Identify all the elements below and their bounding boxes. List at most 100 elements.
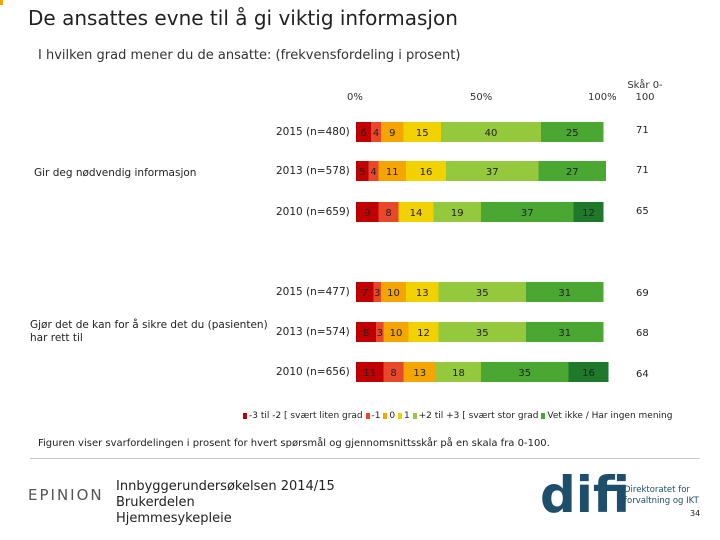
difi-sub-line: Direktoratet for — [624, 485, 690, 495]
bar-value-label: 25 — [566, 128, 579, 139]
bar-value-label: 8 — [385, 208, 391, 219]
bar-segment — [368, 161, 379, 181]
bar-segment — [356, 362, 384, 382]
bar-value-label: 10 — [390, 328, 403, 339]
bar-segment — [381, 282, 406, 302]
legend-label: Vet ikke / Har ingen mening — [547, 411, 673, 421]
row-label: 2015 (n=477) — [276, 286, 350, 298]
legend-swatch — [243, 412, 247, 419]
bar-segment — [356, 161, 369, 181]
legend-swatch — [383, 412, 388, 419]
bar-segment — [438, 322, 526, 342]
bar-value-label: 37 — [521, 208, 534, 219]
bar-value-label: 18 — [452, 368, 465, 379]
score-value: 69 — [636, 288, 649, 299]
bar-segment — [356, 282, 374, 302]
legend-label: 1 — [404, 411, 410, 421]
bar-value-label: 16 — [420, 167, 433, 178]
legend-swatch — [398, 412, 402, 419]
difi-sub-line: forvaltning og IKT — [624, 496, 699, 506]
bar-value-label: 31 — [558, 328, 571, 339]
bar-segment — [436, 362, 481, 382]
bar-segment — [408, 322, 439, 342]
row-label: 2015 (n=480) — [276, 126, 350, 138]
accent-mark — [0, 0, 3, 5]
bar-value-label: 11 — [386, 167, 399, 178]
bar-value-label: 5 — [359, 167, 365, 178]
bar-value-label: 4 — [373, 128, 379, 139]
score-value: 71 — [636, 165, 649, 176]
bar-value-label: 40 — [485, 128, 498, 139]
row-label: 2013 (n=574) — [276, 326, 350, 338]
bar-segment — [403, 122, 441, 142]
bar-segment — [406, 282, 439, 302]
bar-segment — [376, 322, 384, 342]
figure-note: Figuren viser svarfordelingen i prosent … — [38, 438, 550, 449]
bar-segment — [381, 122, 404, 142]
bar-segment — [378, 202, 399, 222]
bar-segment — [406, 161, 446, 181]
score-value: 68 — [636, 328, 649, 339]
axis-tick-0: 0% — [347, 92, 363, 103]
bar-value-label: 12 — [417, 328, 430, 339]
bar-value-label: 8 — [390, 368, 396, 379]
axis-tick-100: 100% — [588, 92, 617, 103]
bar-value-label: 19 — [451, 208, 464, 219]
footer-text: Innbyggerundersøkelsen 2014/15 Brukerdel… — [116, 479, 335, 527]
difi-logo-subtitle: Direktoratet for forvaltning og IKT — [624, 485, 699, 507]
bar-segment — [441, 122, 541, 142]
bar-value-label: 35 — [476, 288, 489, 299]
legend-label: -3 til -2 [ svært liten grad — [249, 411, 363, 421]
bar-value-label: 10 — [387, 288, 400, 299]
legend-label: -1 — [371, 411, 381, 421]
bar-segment — [383, 362, 404, 382]
bar-segment — [356, 202, 379, 222]
bar-value-label: 35 — [518, 368, 531, 379]
question-label-1: Gir deg nødvendig informasjon — [34, 167, 197, 179]
bar-segment — [481, 202, 574, 222]
footer-line: Brukerdelen — [116, 495, 195, 510]
bar-segment — [371, 122, 381, 142]
bar-value-label: 37 — [486, 167, 499, 178]
bar-value-label: 7 — [362, 288, 368, 299]
bar-value-label: 4 — [370, 167, 376, 178]
bar-segment — [526, 282, 604, 302]
page-title: De ansattes evne til å gi viktig informa… — [28, 6, 458, 30]
bar-value-label: 12 — [582, 208, 595, 219]
bar-value-label: 6 — [360, 128, 366, 139]
bar-value-label: 27 — [566, 167, 579, 178]
axis-tick-50: 50% — [470, 92, 493, 103]
bar-segment — [438, 282, 526, 302]
bar-segment — [356, 122, 371, 142]
bar-value-label: 14 — [410, 208, 423, 219]
bar-segment — [356, 322, 376, 342]
legend-swatch — [541, 412, 546, 419]
bar-segment — [433, 202, 481, 222]
bar-value-label: 13 — [416, 288, 429, 299]
page-number: 34 — [690, 509, 701, 518]
bar-value-label: 9 — [364, 208, 370, 219]
bar-value-label: 16 — [582, 368, 595, 379]
difi-logo: difi — [540, 466, 630, 524]
row-label: 2013 (n=578) — [276, 165, 350, 177]
bar-value-label: 13 — [413, 368, 426, 379]
chart-legend: -3 til -2 [ svært liten grad -1 0 1 +2 t… — [243, 411, 672, 421]
legend-swatch — [412, 412, 417, 419]
chart-subtitle: I hvilken grad mener du de ansatte: (fre… — [38, 48, 461, 63]
bar-segment — [526, 322, 604, 342]
score-value: 65 — [636, 206, 649, 217]
question-label-2: Gjør det de kan for å sikre det du (pasi… — [30, 319, 268, 344]
bar-value-label: 11 — [363, 368, 376, 379]
row-label: 2010 (n=656) — [276, 366, 350, 378]
bar-value-label: 3 — [374, 288, 380, 299]
bar-segment — [378, 161, 406, 181]
score-value: 64 — [636, 369, 649, 380]
epinion-logo: EPINION — [28, 486, 104, 504]
score-header: Skår 0-100 — [627, 80, 663, 103]
bar-segment — [383, 322, 409, 342]
legend-label: 0 — [389, 411, 396, 421]
bar-value-label: 9 — [389, 128, 395, 139]
score-value: 71 — [636, 125, 649, 136]
footer-line: Innbyggerundersøkelsen 2014/15 — [116, 479, 335, 494]
